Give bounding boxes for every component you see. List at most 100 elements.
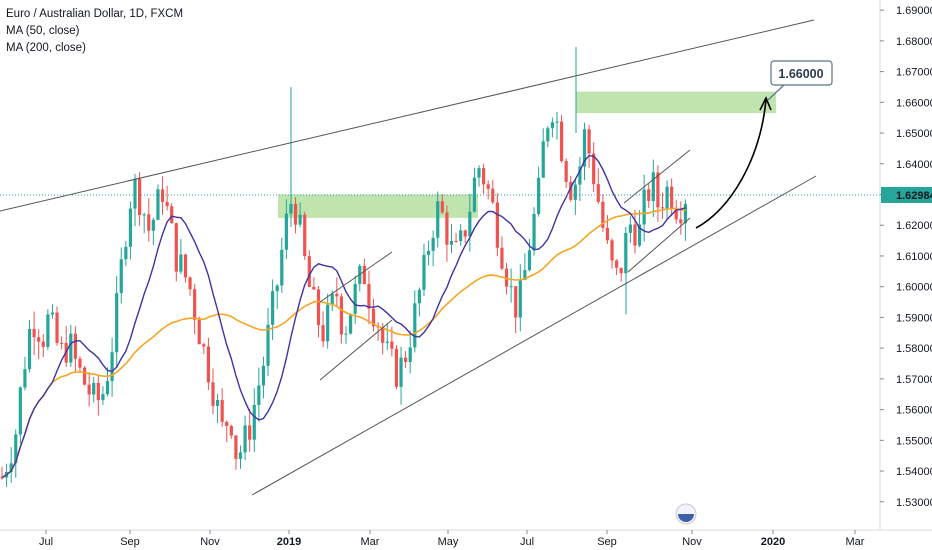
candle-body	[105, 381, 110, 395]
supply-zones	[278, 91, 776, 218]
candle-body	[660, 207, 665, 209]
logo-icon-detail	[678, 514, 694, 522]
candle-body	[514, 286, 518, 318]
y-tick-label: 1.61000	[896, 251, 932, 263]
candle-body	[23, 369, 27, 388]
candle-body	[656, 172, 660, 208]
x-tick-label: 2020	[761, 536, 785, 548]
candle-body	[633, 224, 637, 246]
candle-body	[339, 296, 344, 335]
candle-body	[468, 211, 472, 237]
x-tick-label: May	[438, 536, 459, 548]
y-tick-label: 1.64000	[896, 159, 932, 171]
candle-body	[147, 214, 151, 231]
candle-body	[156, 189, 160, 220]
zone-mid	[278, 194, 478, 218]
candle-body	[14, 434, 18, 464]
candle-body	[564, 161, 568, 182]
candle-body	[454, 240, 458, 242]
candle-body	[303, 214, 307, 257]
candle-body	[523, 270, 527, 280]
candle-body	[261, 365, 266, 386]
price-axis[interactable]: 1.69000 1.68000 1.67000 1.66000 1.65000 1.640…	[879, 0, 932, 530]
candle-body	[50, 312, 55, 315]
channel-2-upper	[623, 149, 691, 204]
candle-body	[624, 232, 628, 274]
candle-body	[463, 230, 467, 237]
target-callout-box	[770, 60, 833, 86]
candle-body	[215, 400, 220, 406]
y-tick-label: 1.60000	[896, 282, 932, 294]
candle-body	[335, 293, 339, 297]
candle-body	[679, 219, 683, 224]
candle-body	[353, 283, 357, 314]
y-tick-label: 1.56000	[896, 405, 932, 417]
candle-body	[271, 291, 275, 325]
symbol-title[interactable]: Euro / Australian Dollar, 1D, FXCM	[6, 8, 184, 20]
candle-body	[257, 385, 261, 406]
y-tick-label: 1.53000	[896, 497, 932, 509]
candle-body	[298, 214, 302, 225]
candle-body	[312, 286, 316, 290]
candle-body	[202, 344, 206, 347]
candle-body	[491, 188, 495, 203]
candle-body	[193, 289, 197, 320]
y-tick-label: 1.69000	[896, 5, 932, 17]
candle-body	[234, 435, 238, 459]
candle-body	[449, 240, 454, 245]
time-axis[interactable]: Jul Sep Nov 2019 Mar May Jul Sep Nov 2020 Mar	[0, 529, 932, 548]
candle-body	[417, 289, 421, 304]
candle-body	[477, 168, 481, 178]
candle-body	[238, 452, 243, 459]
candle-body	[596, 184, 600, 202]
target-callout-label: 1.66000	[778, 67, 823, 81]
candle-body	[500, 247, 504, 269]
candle-body	[78, 358, 82, 368]
current-price-badge	[881, 187, 932, 204]
candle-body	[610, 240, 614, 261]
candle-body	[293, 203, 298, 225]
candle-body	[582, 129, 587, 167]
candle-body	[348, 313, 353, 334]
y-tick-label: 1.66000	[896, 97, 932, 109]
candle-body	[459, 230, 463, 242]
candle-body	[422, 254, 426, 290]
candle-body	[73, 333, 77, 359]
candle-body	[537, 177, 541, 214]
candle-body	[330, 293, 334, 305]
candle-body	[197, 319, 201, 345]
candle-body	[362, 265, 366, 285]
candle-body	[619, 267, 623, 274]
moving-averages	[1, 154, 686, 479]
candle-body	[248, 425, 252, 440]
channel-1-lower	[319, 319, 393, 381]
current-price-label: 1.62984	[896, 190, 932, 202]
x-tick-label: Jul	[520, 536, 534, 548]
target-callout-pointer	[767, 84, 785, 101]
candle-body	[541, 141, 545, 178]
x-tick-label: 2019	[277, 536, 301, 548]
candle-body	[578, 166, 582, 185]
candle-body	[266, 324, 270, 366]
candle-body	[601, 201, 605, 228]
candle-body	[183, 254, 188, 278]
x-tick-label: Nov	[200, 536, 220, 548]
candle-body	[128, 208, 133, 247]
candle-body	[394, 348, 399, 387]
candle-body	[101, 394, 105, 401]
candle-body	[555, 121, 559, 123]
candle-body	[381, 327, 385, 343]
annotations: 1.66000	[675, 60, 833, 525]
candle-body	[518, 279, 522, 318]
candle-body	[142, 214, 146, 216]
candle-body	[408, 347, 412, 363]
upper-trendline	[0, 19, 815, 212]
y-tick-label: 1.67000	[896, 67, 932, 79]
candle-body	[431, 237, 435, 251]
candle-body	[615, 260, 619, 268]
candle-body	[32, 328, 36, 338]
candle-body	[46, 314, 50, 347]
ma200-legend[interactable]: MA (200, close)	[6, 42, 86, 54]
ma50-legend[interactable]: MA (50, close)	[6, 25, 80, 37]
